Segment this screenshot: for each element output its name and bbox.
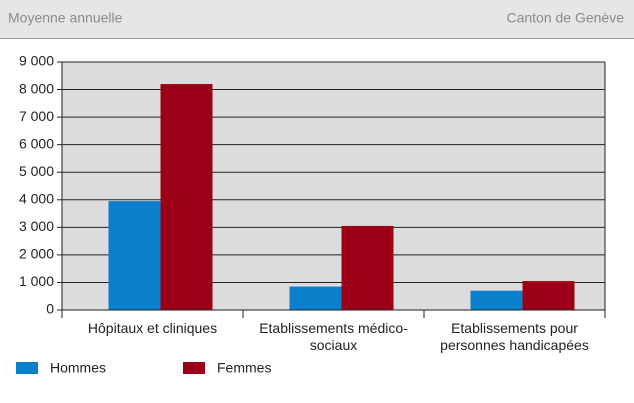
header-right: Canton de Genève xyxy=(506,10,624,26)
y-tick-label: 0 xyxy=(46,301,54,317)
y-tick-label: 4 000 xyxy=(19,190,54,206)
y-tick-label: 3 000 xyxy=(19,218,54,234)
y-tick-label: 9 000 xyxy=(19,53,54,69)
legend-label: Femmes xyxy=(217,360,271,376)
legend-swatch xyxy=(183,362,205,374)
bar xyxy=(160,84,213,311)
x-tick-label: Etablissements médico-sociaux xyxy=(259,320,408,353)
bar xyxy=(470,290,523,310)
header-left: Moyenne annuelle xyxy=(8,10,123,26)
y-tick-label: 7 000 xyxy=(19,108,54,124)
bar xyxy=(289,286,342,310)
y-tick-label: 1 000 xyxy=(19,273,54,289)
y-tick-label: 5 000 xyxy=(19,163,54,179)
legend-label: Hommes xyxy=(50,360,106,376)
legend-swatch xyxy=(16,362,38,374)
y-tick-label: 8 000 xyxy=(19,80,54,96)
x-tick-label: Hôpitaux et cliniques xyxy=(87,320,218,336)
header-band xyxy=(0,0,634,38)
bar xyxy=(522,281,575,310)
bar xyxy=(108,201,161,310)
y-tick-label: 2 000 xyxy=(19,246,54,262)
bar xyxy=(341,225,394,310)
y-tick-label: 6 000 xyxy=(19,135,54,151)
x-tick-label: Etablissements pour personnes handicapée… xyxy=(440,320,589,353)
